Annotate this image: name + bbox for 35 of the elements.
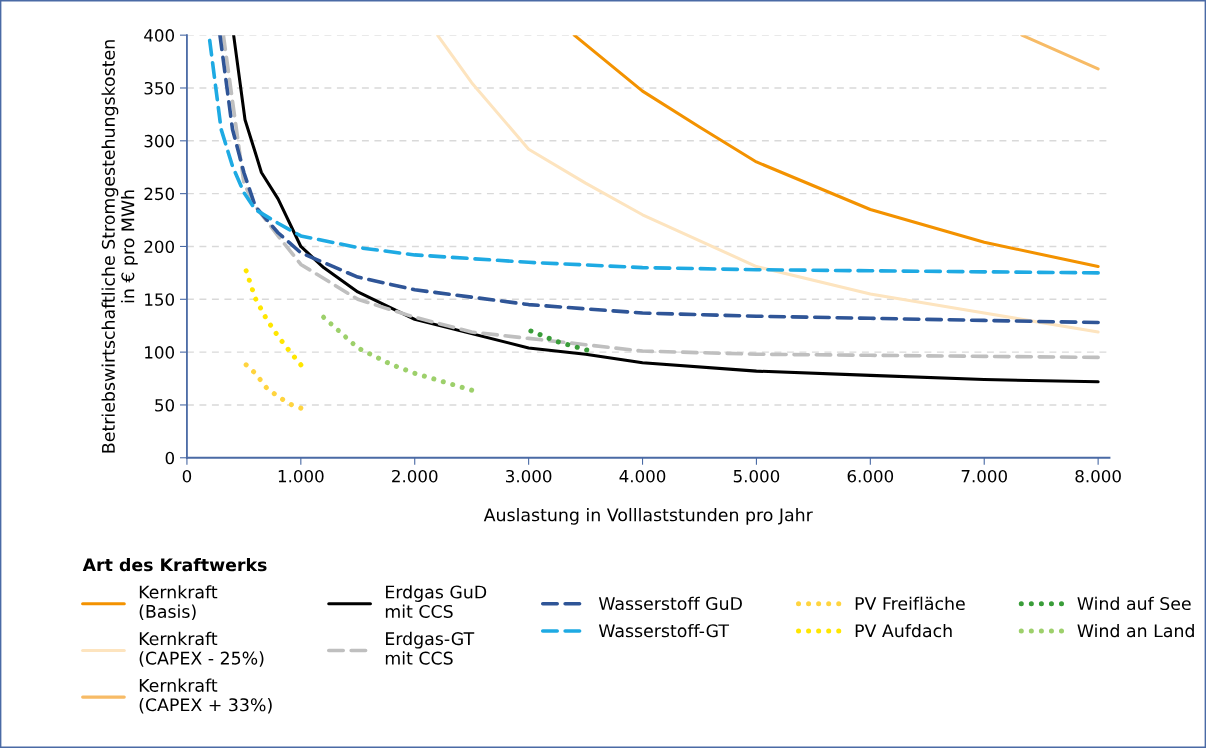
x-axis-title: Auslastung in Volllaststunden pro Jahr — [483, 507, 813, 525]
legend-label: Wasserstoff-GT — [598, 623, 730, 638]
legend-label: PV Aufdach — [855, 623, 952, 638]
legend-label: Kernkraft (CAPEX + 33%) — [139, 678, 272, 714]
legend-label: Kernkraft (CAPEX - 25%) — [139, 631, 264, 667]
legend-label: Wind an Land — [1077, 623, 1194, 638]
y-tick-label: 250 — [144, 187, 175, 201]
y-tick-label: 350 — [144, 81, 175, 95]
x-tick-label: 3.000 — [506, 469, 552, 483]
x-tick-label: 4.000 — [619, 469, 666, 483]
legend-label: Kernkraft (Basis) — [139, 585, 218, 621]
legend-label: Wind auf See — [1077, 596, 1191, 611]
legend-title: Art des Kraftwerks — [82, 557, 267, 572]
y-tick-label: 200 — [144, 240, 175, 254]
y-tick-label: 400 — [144, 29, 175, 42]
legend-label: Erdgas-GT mit CCS — [385, 631, 475, 665]
y-tick-label: 300 — [144, 134, 175, 148]
y-tick-label: 150 — [145, 293, 175, 306]
line-series — [207, 38, 1100, 275]
x-tick-label: 7.000 — [961, 469, 1007, 483]
x-tick-label: 2.000 — [392, 469, 438, 483]
y-tick-label: 100 — [145, 346, 175, 359]
legend-label: Erdgas GuD mit CCS — [385, 585, 487, 619]
y-tick-label: 0 — [165, 451, 175, 465]
x-tick-label: 6.000 — [847, 469, 894, 483]
x-tick-label: 0 — [182, 469, 192, 483]
x-tick-label: 5.000 — [733, 469, 780, 483]
x-tick-label: 1.000 — [278, 469, 324, 483]
legend-label: Wasserstoff GuD — [598, 596, 742, 611]
y-axis-title: Betriebswirtschaftliche Stromgestehungskosten in € pro MWh — [101, 40, 138, 453]
line-series — [572, 35, 1100, 269]
legend-label: PV Freifläche — [855, 596, 965, 611]
y-tick-label: 50 — [155, 398, 175, 412]
x-tick-label: 8.000 — [1075, 469, 1121, 483]
line-series — [435, 35, 1100, 334]
